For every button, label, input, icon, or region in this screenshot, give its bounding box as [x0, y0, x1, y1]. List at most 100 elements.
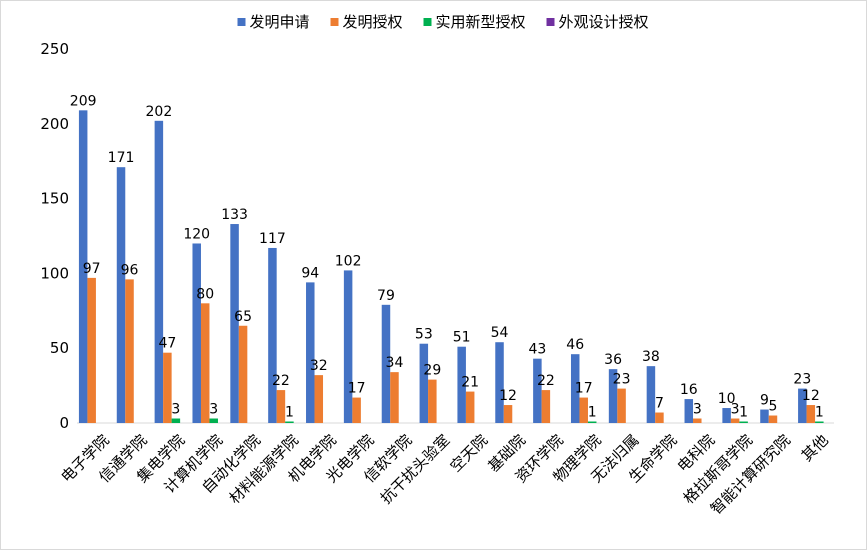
bar-1-17 — [730, 418, 740, 423]
bar-0-6 — [306, 282, 315, 423]
bar-1-5 — [276, 390, 286, 423]
bar-1-1 — [125, 279, 134, 423]
bar-0-16 — [684, 399, 694, 423]
data-label-2-17: 1 — [739, 405, 748, 421]
data-label-1-0: 97 — [83, 261, 101, 277]
bar-0-3 — [192, 243, 201, 423]
bar-0-13 — [570, 354, 580, 423]
y-tick-label: 0 — [59, 414, 69, 432]
bar-1-18 — [768, 415, 778, 423]
data-label-1-15: 7 — [655, 396, 664, 412]
data-label-0-9: 53 — [415, 327, 433, 343]
bar-0-4 — [230, 224, 239, 423]
data-label-0-12: 43 — [528, 342, 546, 358]
bar-1-19 — [806, 405, 816, 423]
legend-swatch-1 — [330, 18, 339, 26]
data-label-0-2: 202 — [146, 104, 173, 120]
bar-0-15 — [646, 366, 656, 423]
bar-1-10 — [465, 391, 475, 423]
legend-swatch-3 — [546, 18, 555, 26]
data-label-1-13: 17 — [575, 381, 593, 397]
data-label-0-19: 23 — [793, 372, 811, 388]
data-label-1-8: 34 — [386, 355, 404, 371]
data-label-0-5: 117 — [259, 231, 286, 247]
data-label-0-3: 120 — [183, 226, 210, 242]
data-label-1-4: 65 — [234, 309, 252, 325]
data-label-0-18: 9 — [760, 393, 769, 409]
data-label-0-17: 10 — [718, 391, 736, 407]
data-label-1-18: 5 — [769, 399, 778, 415]
legend-label-1: 发明授权 — [343, 13, 403, 31]
bar-1-3 — [200, 303, 210, 423]
data-label-0-14: 36 — [604, 352, 622, 368]
bar-2-13 — [587, 421, 597, 423]
data-label-0-6: 94 — [301, 265, 319, 281]
bar-1-4 — [238, 325, 248, 423]
bar-1-14 — [617, 388, 626, 423]
category-label-19: 其他 — [798, 431, 832, 465]
bar-2-19 — [815, 421, 824, 423]
bar-0-8 — [381, 304, 391, 423]
bar-1-7 — [352, 397, 361, 423]
data-label-0-11: 54 — [491, 325, 509, 341]
data-label-0-1: 171 — [108, 150, 135, 166]
bar-0-0 — [78, 110, 88, 423]
data-label-2-3: 3 — [209, 402, 218, 418]
bar-0-7 — [343, 270, 353, 423]
bar-1-15 — [655, 412, 664, 423]
data-label-1-10: 21 — [461, 375, 479, 391]
data-label-0-16: 16 — [680, 382, 698, 398]
y-tick-label: 250 — [40, 40, 69, 58]
data-label-1-17: 3 — [731, 402, 740, 418]
data-label-1-9: 29 — [423, 363, 441, 379]
bar-0-12 — [533, 358, 542, 423]
bar-0-10 — [457, 346, 466, 423]
bar-0-1 — [116, 167, 126, 423]
data-label-1-6: 32 — [310, 358, 328, 374]
bar-1-11 — [503, 405, 513, 423]
y-tick-label: 50 — [50, 339, 69, 357]
legend-label-0: 发明申请 — [250, 13, 310, 31]
bar-0-17 — [722, 408, 731, 423]
legend-swatch-2 — [423, 18, 432, 26]
bar-1-0 — [87, 277, 96, 423]
bar-1-13 — [579, 397, 588, 423]
data-label-1-3: 80 — [196, 286, 214, 302]
bar-1-9 — [428, 379, 437, 423]
data-label-0-10: 51 — [453, 330, 471, 346]
bar-2-5 — [285, 421, 294, 423]
data-label-0-13: 46 — [566, 337, 584, 353]
legend-label-3: 外观设计授权 — [559, 13, 649, 31]
data-label-2-19: 1 — [815, 405, 824, 421]
data-label-1-12: 22 — [537, 373, 555, 389]
y-tick-label: 200 — [40, 115, 69, 133]
category-label-10: 空天院 — [447, 431, 492, 476]
data-label-1-11: 12 — [499, 388, 517, 404]
bar-0-9 — [419, 343, 429, 423]
bar-0-14 — [608, 369, 618, 423]
legend-swatch-0 — [237, 18, 246, 26]
bar-1-16 — [693, 418, 702, 423]
data-label-1-7: 17 — [348, 381, 366, 397]
bar-0-19 — [798, 388, 807, 423]
bar-1-8 — [390, 372, 399, 423]
bar-2-3 — [209, 418, 218, 423]
bar-0-5 — [268, 247, 277, 423]
data-label-0-15: 38 — [642, 349, 660, 365]
y-tick-label: 100 — [40, 264, 69, 282]
bar-1-12 — [541, 390, 551, 423]
data-label-0-0: 209 — [70, 93, 97, 109]
legend-label-2: 实用新型授权 — [436, 13, 526, 31]
data-label-1-2: 47 — [158, 336, 176, 352]
bar-2-17 — [739, 421, 748, 423]
bar-1-2 — [163, 352, 172, 423]
data-label-1-19: 12 — [802, 388, 820, 404]
data-label-1-14: 23 — [613, 372, 631, 388]
data-label-2-2: 3 — [171, 402, 180, 418]
data-label-0-8: 79 — [377, 288, 395, 304]
data-label-1-16: 3 — [693, 402, 702, 418]
bar-0-2 — [154, 120, 164, 424]
data-label-0-4: 133 — [221, 207, 248, 223]
bar-2-2 — [171, 418, 181, 423]
